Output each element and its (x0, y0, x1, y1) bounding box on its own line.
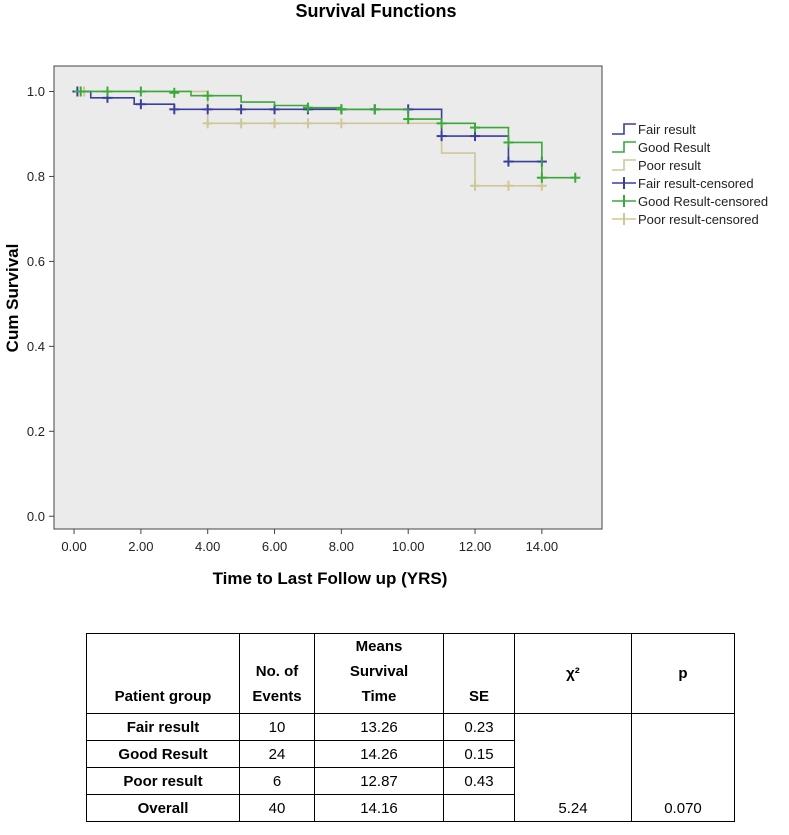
header-patient-group: Patient group (86, 633, 240, 714)
censor-mark-good-result (75, 86, 86, 97)
x-axis-title: Time to Last Follow up (YRS) (213, 569, 448, 588)
table-row: Good Result 24 14.26 0.15 (86, 740, 735, 768)
y-tick-label: 0.8 (27, 169, 45, 184)
x-axis-ticks: 0.00 2.00 4.00 6.00 8.00 10.00 12.00 14.00 (61, 529, 558, 554)
x-tick-label: 14.00 (526, 539, 559, 554)
censor-mark-fair-result (236, 104, 247, 115)
censor-mark-poor-result (503, 180, 514, 191)
row-events: 6 (239, 767, 315, 795)
p-value: 0.070 (631, 713, 735, 822)
x-tick-label: 12.00 (459, 539, 492, 554)
legend-swatch-poor-result (612, 159, 636, 171)
chart-title: Survival Functions (295, 1, 456, 21)
header-events-line1: No. of (255, 663, 299, 680)
censor-mark-fair-result (436, 131, 447, 142)
x-tick-label: 10.00 (392, 539, 425, 554)
header-means-line3: Time (361, 688, 397, 705)
row-events: 40 (239, 794, 315, 822)
censor-mark-poor-result (269, 118, 280, 129)
row-group: Poor result (86, 767, 240, 795)
y-tick-label: 0.4 (27, 339, 45, 354)
row-events: 24 (239, 740, 315, 768)
row-se: 0.23 (443, 713, 515, 741)
censor-mark-fair-result (135, 99, 146, 110)
legend-label-fair-result: Fair result (638, 122, 696, 137)
censor-mark-fair-result (503, 156, 514, 167)
header-p: p (631, 633, 735, 714)
x-tick-label: 8.00 (329, 539, 354, 554)
series-layer (72, 86, 581, 191)
table-row-overall: Overall 40 14.16 (86, 794, 735, 822)
row-means: 14.16 (314, 794, 444, 822)
censor-mark-good-result (536, 172, 547, 183)
censor-mark-good-result (403, 114, 414, 125)
header-chi-square: χ² (514, 633, 632, 714)
censor-mark-good-result (369, 104, 380, 115)
legend-label-good-result: Good Result (638, 140, 711, 155)
chi-square-value: 5.24 (514, 713, 632, 822)
header-means-line2: Survival (349, 663, 409, 680)
censor-mark-good-result (503, 137, 514, 148)
row-group: Overall (86, 794, 240, 822)
legend-swatch-good-result (612, 141, 636, 153)
censor-mark-good-result (336, 104, 347, 115)
y-tick-label: 1.0 (27, 84, 45, 99)
legend-label-fair-result-censored: Fair result-censored (638, 176, 754, 191)
legend-label-good-result-censored: Good Result-censored (638, 194, 768, 209)
censor-mark-poor-result (202, 118, 213, 129)
row-means: 14.26 (314, 740, 444, 768)
censor-mark-good-result (135, 86, 146, 97)
censor-mark-fair-result (169, 104, 180, 115)
row-means: 12.87 (314, 767, 444, 795)
row-se (443, 794, 515, 822)
results-table: Patient group No. of Events Means Survival… (86, 633, 735, 822)
x-tick-label: 4.00 (195, 539, 220, 554)
y-axis-title: Cum Survival (3, 244, 22, 353)
x-tick-label: 6.00 (262, 539, 287, 554)
y-tick-label: 0.6 (27, 254, 45, 269)
censor-mark-poor-result (236, 118, 247, 129)
y-tick-label: 0.0 (27, 509, 45, 524)
survival-chart: Survival Functions 0.00 2.00 4.00 6.00 8.00 1… (3, 1, 768, 588)
chart-svg: Survival Functions 0.00 2.00 4.00 6.00 8.00 1… (3, 1, 768, 588)
censor-mark-fair-result (470, 131, 481, 142)
censor-mark-poor-result (470, 180, 481, 191)
legend-label-poor-result: Poor result (638, 158, 701, 173)
censor-mark-poor-result (302, 118, 313, 129)
y-axis-ticks: 0.0 0.2 0.4 0.6 0.8 1.0 (27, 84, 54, 524)
header-events: No. of Events (239, 633, 315, 714)
row-group: Fair result (86, 713, 240, 741)
row-events: 10 (239, 713, 315, 741)
censor-mark-good-result (102, 86, 113, 97)
row-se: 0.15 (443, 740, 515, 768)
censor-mark-good-result (470, 122, 481, 133)
legend: Fair result Good Result Poor result Fair re… (612, 122, 768, 227)
table-header-row: Patient group No. of Events Means Survival… (86, 633, 735, 714)
row-means: 13.26 (314, 713, 444, 741)
censor-mark-fair-result (202, 104, 213, 115)
header-means-line1: Means (355, 638, 403, 655)
x-tick-label: 0.00 (61, 539, 86, 554)
header-se: SE (443, 633, 515, 714)
censor-mark-good-result (570, 172, 581, 183)
table-row: Poor result 6 12.87 0.43 (86, 767, 735, 795)
x-tick-label: 2.00 (128, 539, 153, 554)
censor-mark-good-result (302, 102, 313, 113)
header-events-line2: Events (252, 688, 302, 705)
censor-mark-poor-result (336, 118, 347, 129)
header-means: Means Survival Time (314, 633, 444, 714)
table-row: Fair result 10 13.26 0.23 5.24 0.070 (86, 713, 735, 822)
row-group: Good Result (86, 740, 240, 768)
row-se: 0.43 (443, 767, 515, 795)
censor-mark-good-result (202, 90, 213, 101)
legend-swatch-fair-result (612, 123, 636, 135)
censor-mark-good-result (169, 87, 180, 98)
censor-mark-good-result (436, 118, 447, 129)
plot-area (53, 65, 603, 530)
y-tick-label: 0.2 (27, 424, 45, 439)
legend-label-poor-result-censored: Poor result-censored (638, 212, 759, 227)
